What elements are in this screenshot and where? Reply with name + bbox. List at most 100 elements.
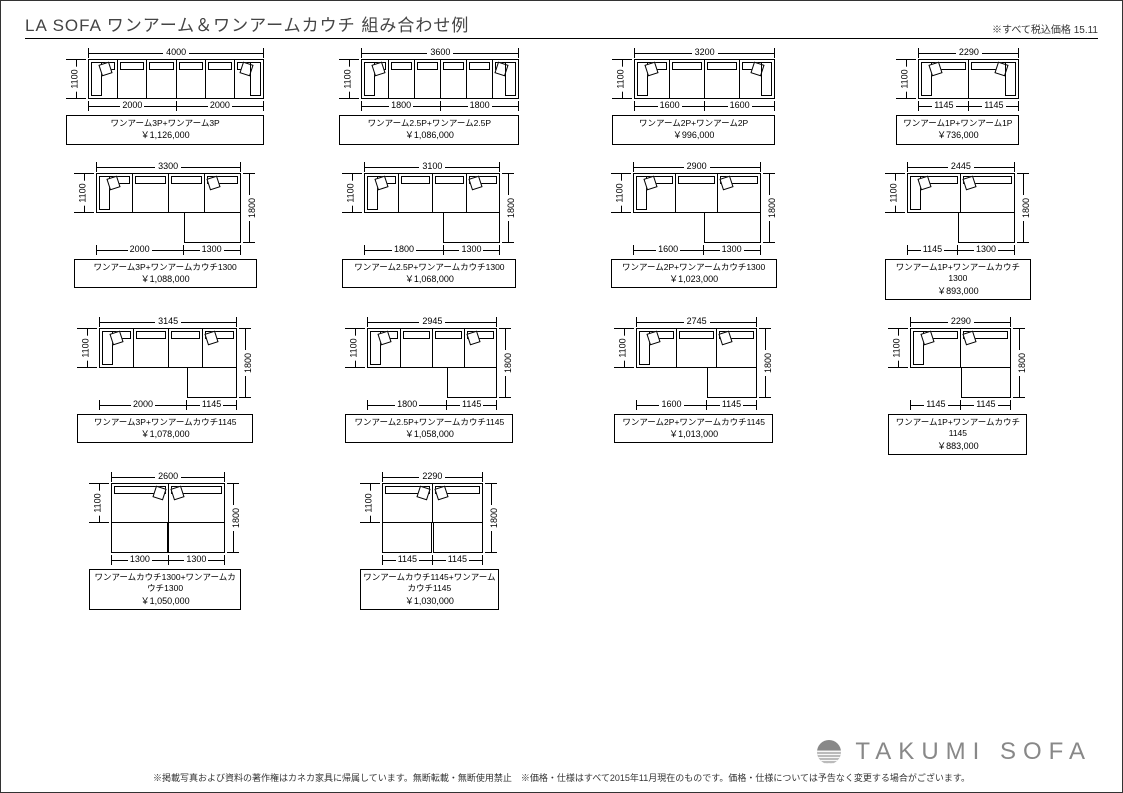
dim-total-width: 3145 [99, 317, 237, 327]
sofa-body [111, 483, 225, 523]
page-title: LA SOFA ワンアーム＆ワンアームカウチ 組み合わせ例 [25, 11, 469, 36]
dim-depth: 1100 [888, 328, 908, 368]
sofa-body [99, 328, 237, 368]
dim-segment: 1145 [918, 101, 969, 111]
chaise-extension [184, 213, 241, 243]
sofa-price: ￥1,050,000 [92, 595, 238, 607]
seat [676, 174, 718, 212]
sofa-diagram: 2290110011451145 [896, 59, 1019, 111]
sofa-price: ￥1,030,000 [363, 595, 496, 607]
chaise-extension [168, 523, 225, 553]
dim-total-width: 2290 [382, 472, 483, 482]
sofa-diagram: 3200110016001600 [612, 59, 775, 111]
sofa-layout: 2290110011451145ワンアーム1P+ワンアーム1P￥736,000 [846, 59, 1070, 145]
seat [362, 60, 388, 98]
dim-total-width: 3600 [361, 48, 519, 58]
seat [399, 174, 433, 212]
sofa-label: ワンアーム3P+ワンアーム3P￥1,126,000 [66, 115, 264, 145]
dim-segments: 16001600 [634, 101, 775, 111]
dim-segments: 16001300 [633, 245, 761, 255]
seat [118, 60, 147, 98]
dim-total-width: 3200 [634, 48, 775, 58]
dim-segments: 18001800 [361, 101, 519, 111]
seat [206, 60, 235, 98]
dim-total-width: 2445 [907, 162, 1015, 172]
seat [740, 60, 774, 98]
sofa-name: ワンアーム2.5P+ワンアームカウチ1300 [354, 262, 504, 272]
seat [365, 174, 399, 212]
seat [169, 174, 205, 212]
seat [467, 60, 493, 98]
sofa-diagram: 27451100180016001145 [614, 328, 773, 410]
dim-total-width: 3300 [96, 162, 241, 172]
dim-total-width: 2600 [111, 472, 225, 482]
dim-segment: 1300 [184, 245, 241, 255]
seat [433, 484, 482, 522]
sofa-diagram: 33001100180020001300 [74, 173, 257, 255]
seat [89, 60, 118, 98]
sofa-name: ワンアーム1P+ワンアーム1P [903, 118, 1012, 128]
sofa-name: ワンアームカウチ1300+ワンアームカウチ1300 [94, 572, 235, 593]
seat [134, 329, 168, 367]
seat [919, 60, 969, 98]
sofa-label: ワンアーム2.5P+ワンアームカウチ1145￥1,058,000 [345, 414, 513, 444]
sofa-name: ワンアーム3P+ワンアーム3P [111, 118, 220, 128]
dim-segment: 2000 [96, 245, 184, 255]
sofa-diagram: 22901100180011451145 [360, 483, 499, 565]
dim-depth: 1100 [614, 328, 634, 368]
sofa-label: ワンアーム2.5P+ワンアーム2.5P￥1,086,000 [339, 115, 519, 145]
sofa-body [634, 59, 775, 99]
dim-segments: 11451300 [907, 245, 1015, 255]
dim-segment: 1800 [441, 101, 520, 111]
dim-chaise-depth: 1800 [1013, 328, 1025, 398]
dim-segment: 1800 [364, 245, 443, 255]
sofa-label: ワンアーム1P+ワンアームカウチ1145￥883,000 [888, 414, 1027, 455]
dim-segment: 1145 [433, 555, 483, 565]
seat [235, 60, 263, 98]
sofa-layout: 31451100180020001145 ワンアーム3P+ワンアームカウチ1145… [53, 328, 277, 455]
chaise-extension [704, 213, 761, 243]
dim-segments: 20001145 [99, 400, 237, 410]
seat [100, 329, 134, 367]
seat [493, 60, 518, 98]
dim-segment: 1600 [705, 101, 775, 111]
brand-text: TAKUMI SOFA [855, 738, 1092, 766]
seat [147, 60, 176, 98]
sofa-diagram: 4000110020002000 [66, 59, 264, 111]
sofa-price: ￥893,000 [888, 285, 1028, 297]
sofa-diagram: 31451100180020001145 [77, 328, 253, 410]
chaise-extension [187, 368, 237, 398]
dim-total-width: 4000 [88, 48, 264, 58]
seat [368, 329, 400, 367]
seat [441, 60, 467, 98]
seat [911, 329, 961, 367]
dim-segment: 1300 [958, 245, 1015, 255]
sofa-price: ￥1,068,000 [345, 273, 513, 285]
sofa-body [367, 328, 497, 368]
sofa-diagram: 3600110018001800 [339, 59, 519, 111]
chaise-extension [961, 368, 1011, 398]
dim-chaise-depth: 1800 [759, 328, 771, 398]
page-header: LA SOFA ワンアーム＆ワンアームカウチ 組み合わせ例 ※すべて税込価格 1… [25, 11, 1098, 39]
dim-segment: 1300 [444, 245, 501, 255]
sofa-diagram: 24451100180011451300 [885, 173, 1031, 255]
dim-segment: 2000 [99, 400, 187, 410]
sofa-layout: 22901100180011451145ワンアームカウチ1145+ワンアームカウ… [317, 483, 541, 610]
dim-segments: 18001300 [364, 245, 500, 255]
sofa-name: ワンアーム2P+ワンアームカウチ1145 [622, 417, 765, 427]
dim-depth: 1100 [611, 173, 631, 213]
seat [634, 174, 676, 212]
dim-segment: 1145 [907, 245, 958, 255]
sofa-body [907, 173, 1015, 213]
dim-chaise-depth: 1800 [1017, 173, 1029, 243]
sofa-name: ワンアーム1P+ワンアームカウチ1300 [896, 262, 1020, 283]
sofa-label: ワンアーム3P+ワンアームカウチ1145￥1,078,000 [77, 414, 253, 444]
brand-icon [817, 740, 841, 764]
seat [401, 329, 433, 367]
sofa-layout: 24451100180011451300ワンアーム1P+ワンアームカウチ1300… [846, 173, 1070, 300]
sofa-body [633, 173, 761, 213]
sofa-layout: 3600110018001800 ワンアーム2.5P+ワンアーム2.5P￥1,08… [317, 59, 541, 145]
dim-segment: 2000 [88, 101, 177, 111]
seat [465, 329, 496, 367]
sofa-layout: 27451100180016001145ワンアーム2P+ワンアームカウチ1145… [582, 328, 806, 455]
